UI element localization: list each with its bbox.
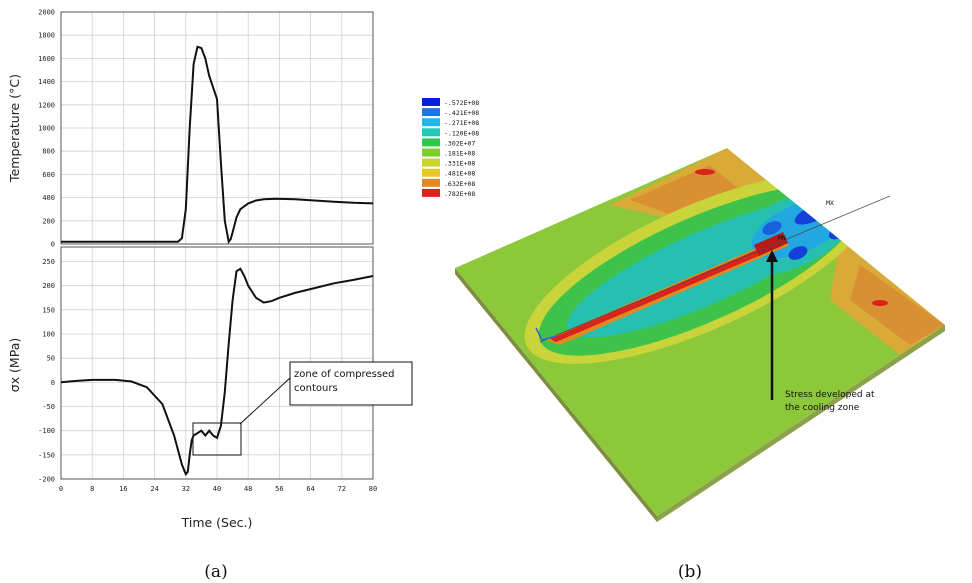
stress-x-tick-label: 48 bbox=[244, 485, 252, 493]
temperature-y-tick-label: 1200 bbox=[38, 101, 55, 109]
compressed-zone-leader bbox=[239, 377, 291, 425]
legend-label: .782E+08 bbox=[444, 190, 475, 198]
stress-x-tick-label: 80 bbox=[369, 485, 377, 493]
stress-y-tick-label: 250 bbox=[42, 258, 55, 266]
mn-marker: MN bbox=[778, 234, 786, 242]
contour-plate: MX MN bbox=[455, 148, 945, 522]
temperature-y-ticks: 0 200 400 600 800 1000 1200 1400 1600 1800 2000 bbox=[38, 9, 55, 249]
stress-x-tick-label: 72 bbox=[338, 485, 346, 493]
temperature-y-tick-label: 600 bbox=[42, 171, 55, 179]
temperature-y-tick-label: 0 bbox=[51, 241, 55, 249]
stress-x-tick-label: 16 bbox=[119, 485, 127, 493]
legend-label: .181E+08 bbox=[444, 150, 475, 158]
temperature-y-tick-label: 2000 bbox=[38, 9, 55, 17]
weld-path-line bbox=[539, 195, 891, 343]
stress-x-tick-label: 24 bbox=[150, 485, 158, 493]
stress-y-ticks: -200 -150 -100 -50 0 50 100 150 200 250 bbox=[38, 258, 55, 484]
temperature-grid bbox=[60, 11, 374, 245]
legend-label: .331E+08 bbox=[444, 160, 475, 168]
temperature-plot-frame bbox=[60, 11, 374, 245]
stress-x-tick-label: 8 bbox=[90, 485, 94, 493]
stress-y-tick-label: -50 bbox=[42, 403, 55, 411]
stress-x-tick-label: 0 bbox=[59, 485, 63, 493]
stress-arrow-head bbox=[766, 250, 778, 262]
stress-x-tick-label: 64 bbox=[306, 485, 314, 493]
legend-label: .302E+07 bbox=[444, 139, 475, 147]
legend-swatch bbox=[422, 108, 440, 117]
temperature-y-tick-label: 1600 bbox=[38, 55, 55, 63]
stress-y-tick-label: 100 bbox=[42, 331, 55, 339]
stress-y-tick-label: 150 bbox=[42, 306, 55, 314]
compressed-zone-callout bbox=[289, 361, 413, 406]
compressed-zone-label: zone of compressed contours bbox=[294, 369, 398, 394]
legend-swatch bbox=[422, 188, 440, 197]
stress-arrow-label: Stress developed at the cooling zone bbox=[785, 390, 877, 413]
legend-swatch bbox=[422, 128, 440, 137]
plate-edge bbox=[455, 268, 657, 522]
legend-swatch bbox=[422, 138, 440, 147]
stress-y-label: σx (MPa) bbox=[7, 338, 22, 392]
temperature-y-tick-label: 1800 bbox=[38, 32, 55, 40]
stress-y-tick-label: -150 bbox=[38, 451, 55, 459]
stress-series-line bbox=[60, 267, 374, 477]
legend-label: -.271E+08 bbox=[444, 119, 479, 127]
legend-label: -.421E+08 bbox=[444, 109, 479, 117]
caption-a: (a) bbox=[204, 562, 227, 582]
legend-label: .632E+08 bbox=[444, 180, 475, 188]
stress-y-tick-label: 50 bbox=[47, 355, 55, 363]
legend-swatch bbox=[422, 178, 440, 187]
temperature-y-tick-label: 200 bbox=[42, 217, 55, 225]
stress-x-tick-label: 56 bbox=[275, 485, 283, 493]
stress-x-label: Time (Sec.) bbox=[181, 515, 253, 530]
temperature-y-tick-label: 1400 bbox=[38, 78, 55, 86]
stress-y-tick-label: -100 bbox=[38, 427, 55, 435]
temperature-y-label: Temperature (°C) bbox=[7, 74, 22, 183]
legend-label: .481E+08 bbox=[444, 170, 475, 178]
legend-swatch bbox=[422, 158, 440, 167]
legend-label: -.572E+08 bbox=[444, 99, 479, 107]
stress-color-legend: -.572E+08 -.421E+08 -.271E+08 -.120E+08 .302… bbox=[422, 98, 479, 198]
compressed-zone-box bbox=[192, 422, 242, 456]
stress-y-tick-label: 200 bbox=[42, 282, 55, 290]
stress-x-tick-label: 32 bbox=[182, 485, 190, 493]
temperature-y-tick-label: 1000 bbox=[38, 125, 55, 133]
legend-swatch bbox=[422, 118, 440, 127]
mx-marker: MX bbox=[826, 199, 834, 207]
temperature-series-line bbox=[61, 45, 374, 244]
legend-label: -.120E+08 bbox=[444, 129, 479, 137]
temperature-y-tick-label: 400 bbox=[42, 194, 55, 202]
legend-swatch bbox=[422, 168, 440, 177]
stress-y-tick-label: -200 bbox=[38, 476, 55, 484]
plate-edge-front bbox=[657, 325, 945, 522]
caption-b: (b) bbox=[678, 562, 702, 582]
stress-x-ticks: 0 8 16 24 32 40 48 56 64 72 80 bbox=[59, 485, 377, 493]
temperature-y-tick-label: 800 bbox=[42, 148, 55, 156]
legend-swatch bbox=[422, 148, 440, 157]
axis-triad-icon bbox=[535, 327, 543, 341]
stress-y-tick-label: 0 bbox=[51, 379, 55, 387]
stress-x-tick-label: 40 bbox=[213, 485, 221, 493]
legend-swatch bbox=[422, 98, 440, 106]
